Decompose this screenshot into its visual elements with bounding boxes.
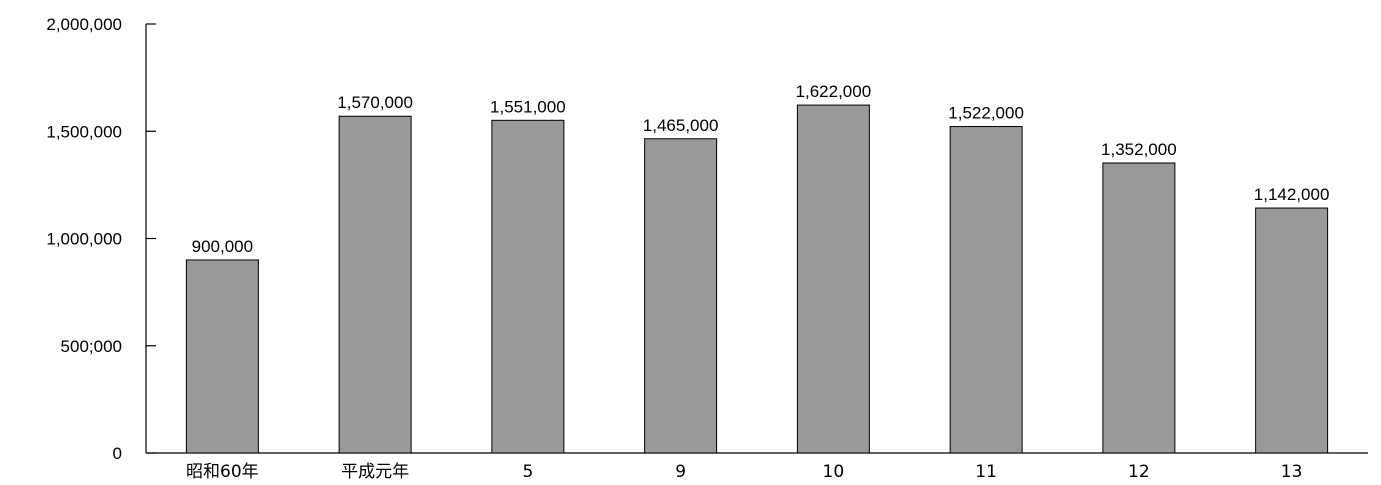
- bar: [1102, 162, 1176, 454]
- x-tick-label: 5: [522, 462, 533, 482]
- y-tick-label: 0: [113, 444, 122, 463]
- bar-value-label: 1,352,000: [1101, 140, 1177, 159]
- y-tick-label: 1,000,000: [46, 230, 122, 249]
- bar-value-label: 1,142,000: [1254, 185, 1330, 204]
- bar: [338, 115, 412, 454]
- y-tick-label: 1,500,000: [46, 122, 122, 141]
- x-tick-label: 11: [975, 462, 997, 482]
- bar-value-label: 900,000: [192, 237, 253, 256]
- bars: [185, 104, 1329, 454]
- bar-value-label: 1,622,000: [796, 82, 872, 101]
- x-tick-label: 平成元年: [341, 462, 409, 482]
- bar-value-label: 1,570,000: [337, 93, 413, 112]
- bar: [796, 104, 870, 454]
- x-tick-label: 10: [823, 462, 845, 482]
- bar: [644, 138, 718, 454]
- bar: [185, 259, 259, 454]
- y-axis: 0 500;000 1,000,000 1,500,000 2,000,000: [46, 15, 156, 463]
- x-tick-label: 12: [1128, 462, 1150, 482]
- y-tick-label: 500;000: [61, 337, 122, 356]
- bar: [949, 126, 1023, 454]
- y-tick-label: 2,000,000: [46, 15, 122, 34]
- bar: [1255, 207, 1329, 454]
- category-labels: 昭和60年 平成元年 5 9 10 11 12 13: [186, 462, 1302, 482]
- value-labels: 900,000 1,570,000 1,551,000 1,465,000 1,622,…: [192, 82, 1330, 256]
- x-tick-label: 13: [1281, 462, 1303, 482]
- bar-value-label: 1,522,000: [948, 104, 1024, 123]
- x-tick-label: 昭和60年: [186, 462, 259, 482]
- x-tick-label: 9: [675, 462, 686, 482]
- bar: [491, 119, 565, 454]
- bar-value-label: 1,551,000: [490, 97, 566, 116]
- bar-value-label: 1,465,000: [643, 116, 719, 135]
